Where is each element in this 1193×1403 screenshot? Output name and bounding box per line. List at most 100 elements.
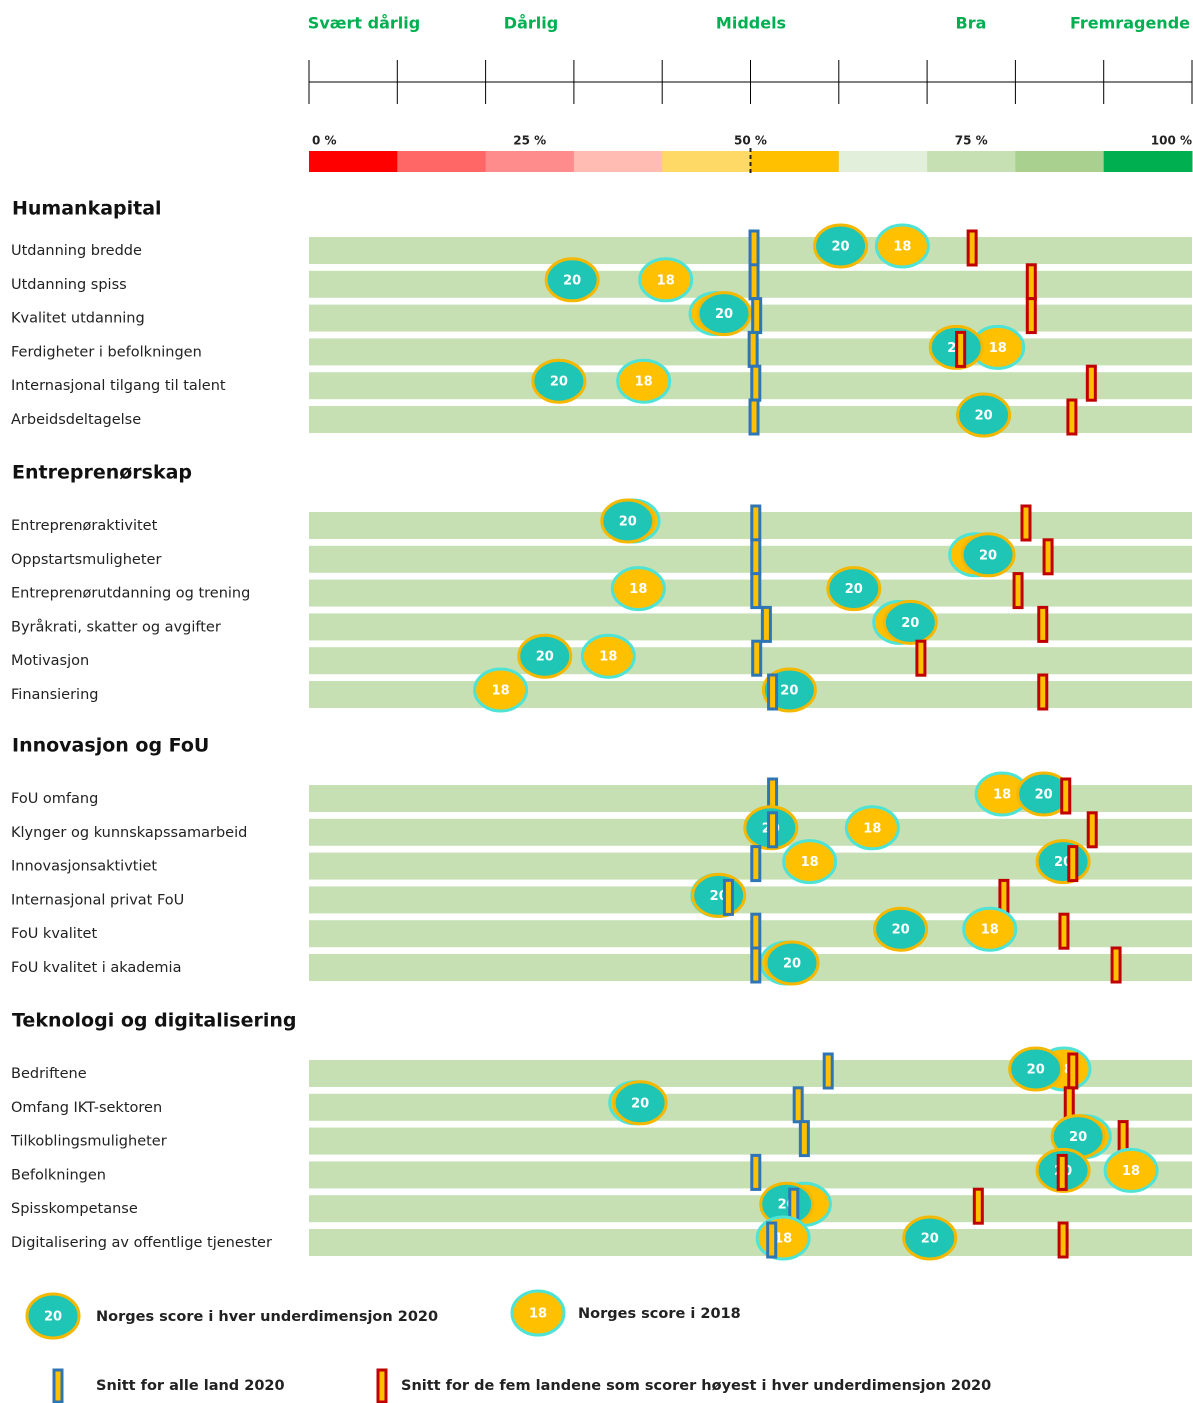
x-tick-label: 0 % — [312, 134, 337, 148]
average-marker — [792, 1086, 804, 1124]
x-tick-label: 100 % — [1151, 134, 1192, 148]
legend-label: Norges score i hver underdimensjon 2020 — [96, 1309, 438, 1325]
group-title: Innovasjon og FoU — [12, 735, 209, 757]
group-title: Humankapital — [12, 198, 162, 220]
row-label: FoU kvalitet i akademia — [11, 960, 181, 976]
score-marker-label: 20 — [780, 684, 798, 699]
score-marker-label: 20 — [536, 650, 554, 665]
average-marker — [1012, 572, 1024, 610]
legend-marker-label: 18 — [529, 1307, 547, 1322]
score-marker-label: 18 — [599, 650, 617, 665]
legend-label: Norges score i 2018 — [578, 1306, 741, 1322]
average-marker — [1020, 504, 1032, 542]
average-marker — [1085, 364, 1097, 402]
row-label: Digitalisering av offentlige tjenester — [11, 1235, 272, 1251]
row-label: Omfang IKT-sektoren — [11, 1100, 162, 1116]
row-label: Motivasjon — [11, 653, 89, 669]
row-bar — [309, 1195, 1192, 1223]
average-marker — [1066, 398, 1078, 436]
row-label: Spisskompetanse — [11, 1201, 138, 1217]
row-bar — [309, 1127, 1192, 1155]
average-marker — [972, 1187, 984, 1225]
row-label: Finansiering — [11, 687, 98, 703]
average-marker — [750, 946, 762, 984]
row-label: Entreprenørutdanning og trening — [11, 586, 250, 602]
score-marker-label: 20 — [1069, 1130, 1087, 1145]
row-label: Tilkoblingsmuligheter — [10, 1134, 167, 1150]
score-marker — [1103, 1147, 1159, 1193]
score-marker-label: 18 — [635, 375, 653, 390]
x-tick-label: 25 % — [513, 134, 546, 148]
score-marker — [882, 599, 938, 645]
legend-marker — [376, 1368, 388, 1403]
scale-band — [573, 151, 663, 172]
score-marker — [517, 633, 573, 679]
average-marker — [1025, 297, 1037, 335]
row-label: Innovasjonsaktivtiet — [11, 859, 157, 875]
score-marker-label: 18 — [863, 821, 881, 836]
average-marker — [1110, 946, 1122, 984]
row-label: Klynger og kunnskapssamarbeid — [11, 825, 247, 841]
score-marker-label: 18 — [893, 240, 911, 255]
score-marker — [764, 940, 820, 986]
row-label: Ferdigheter i befolkningen — [11, 344, 202, 360]
average-marker — [1037, 673, 1049, 711]
score-marker — [600, 498, 656, 544]
average-marker — [767, 673, 779, 711]
average-marker — [1058, 912, 1070, 950]
average-marker — [1086, 811, 1098, 849]
row-label: Befolkningen — [11, 1167, 106, 1183]
row-label: Internasjonal tilgang til talent — [11, 378, 226, 394]
score-marker-label: 20 — [832, 240, 850, 255]
rating-label: Bra — [956, 14, 987, 33]
row-label: Kvalitet utdanning — [11, 311, 145, 327]
scale-band — [662, 151, 751, 172]
x-tick-label: 50 % — [734, 134, 767, 148]
scale-band — [1103, 151, 1193, 172]
row-label: Utdanning spiss — [11, 277, 127, 293]
score-marker-label: 20 — [979, 548, 997, 563]
score-marker — [473, 667, 529, 713]
score-marker-label: 20 — [892, 923, 910, 938]
score-marker-label: 18 — [629, 582, 647, 597]
group-title: Entreprenørskap — [12, 462, 192, 484]
row-bar — [309, 886, 1192, 914]
scale-band — [309, 151, 398, 172]
rating-label: Svært dårlig — [308, 14, 420, 33]
average-marker — [915, 639, 927, 677]
row-bar — [309, 647, 1192, 675]
score-marker-label: 18 — [981, 923, 999, 938]
score-marker — [616, 358, 672, 404]
score-marker-label: 20 — [845, 582, 863, 597]
average-marker — [1067, 1052, 1079, 1090]
row-label: Bedriftene — [11, 1066, 87, 1082]
score-marker-label: 20 — [619, 515, 637, 530]
score-marker-label: 20 — [631, 1096, 649, 1111]
score-marker-label: 20 — [563, 273, 581, 288]
average-marker — [966, 229, 978, 267]
average-marker — [751, 297, 763, 335]
average-marker — [1056, 1153, 1068, 1191]
scale-band — [838, 151, 928, 172]
scale-band — [1015, 151, 1105, 172]
row-bar — [309, 1093, 1192, 1121]
scale-band — [397, 151, 487, 172]
average-marker — [1042, 538, 1054, 576]
legend-marker — [25, 1292, 81, 1340]
score-marker — [544, 257, 600, 303]
score-marker — [610, 566, 666, 612]
average-marker — [748, 398, 760, 436]
score-marker — [874, 223, 930, 269]
score-marker-label: 18 — [1122, 1164, 1140, 1179]
score-marker-label: 20 — [901, 616, 919, 631]
average-marker — [1060, 777, 1072, 815]
score-marker-label: 20 — [1035, 788, 1053, 803]
row-label: Oppstartsmuligheter — [11, 552, 161, 568]
average-marker — [1037, 605, 1049, 643]
score-marker-label: 20 — [715, 307, 733, 322]
x-tick-label: 75 % — [955, 134, 988, 148]
average-marker — [750, 504, 762, 542]
average-marker — [747, 330, 759, 368]
average-marker — [750, 538, 762, 576]
